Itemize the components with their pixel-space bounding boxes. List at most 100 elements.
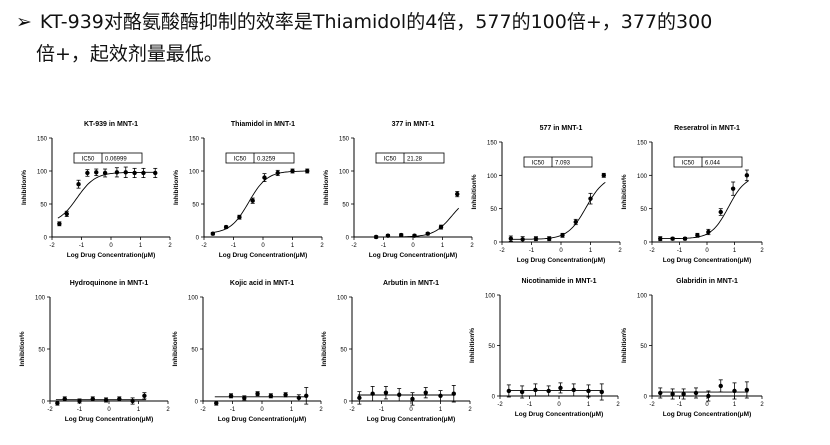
data-point xyxy=(62,396,67,402)
y-tick-label: 100 xyxy=(487,174,498,180)
data-point xyxy=(370,391,375,396)
data-point xyxy=(533,387,538,393)
x-axis-label: Log Drug Concentration(μM) xyxy=(663,257,751,264)
data-point xyxy=(547,236,552,241)
x-tick-label: -1 xyxy=(381,243,387,249)
data-point xyxy=(397,392,402,397)
y-tick-label: 50 xyxy=(490,207,497,213)
data-point xyxy=(506,388,512,394)
y-axis-label: Inhibition% xyxy=(471,174,478,209)
data-point xyxy=(85,170,90,176)
x-tick-label: 1 xyxy=(137,407,141,413)
data-point xyxy=(438,224,444,230)
x-tick-label: -2 xyxy=(649,248,655,254)
x-axis-label: Log Drug Concentration(μM) xyxy=(218,416,306,423)
data-point xyxy=(77,398,82,404)
chart-panel: Thiamidol in MNT-1 0 50 100 150 -2 -1 0 1 2 Log Dr… xyxy=(173,121,324,259)
data-point xyxy=(695,233,700,238)
y-tick-label: 100 xyxy=(35,296,46,302)
fit-curve xyxy=(509,182,606,240)
x-tick-label: -2 xyxy=(349,407,355,413)
y-tick-label: 0 xyxy=(644,395,648,401)
chart-title: Hydroquinone in MNT-1 xyxy=(70,280,149,287)
ic50-box xyxy=(673,156,743,168)
x-tick-label: -1 xyxy=(527,402,533,408)
chart-panel: Hydroquinone in MNT-1 0 50 100 -2 -1 0 1 2 Log Dr… xyxy=(19,280,170,423)
ic50-label: IC50 xyxy=(384,157,397,163)
x-tick-label: 0 xyxy=(109,243,113,249)
x-tick-label: -2 xyxy=(200,407,206,413)
headline-line-2: 倍+，起效剂量最低。 xyxy=(36,43,223,65)
data-point xyxy=(123,170,128,175)
data-point xyxy=(682,236,688,241)
x-axis-label: Log Drug Concentration(μM) xyxy=(67,252,155,259)
data-point xyxy=(304,393,309,398)
data-point xyxy=(423,390,428,395)
data-point xyxy=(357,395,362,401)
headline: ➢ KT-939对酪氨酸酶抑制的效率是Thiamidol的4倍，577的100倍+… xyxy=(16,6,816,70)
data-point xyxy=(706,229,711,235)
y-axis-label: Inhibition% xyxy=(469,328,476,363)
x-tick-label: 1 xyxy=(733,248,737,254)
data-point xyxy=(296,395,302,401)
x-tick-label: 1 xyxy=(733,402,737,408)
x-tick-label: 0 xyxy=(260,407,264,413)
data-point xyxy=(94,170,99,175)
y-tick-label: 50 xyxy=(40,203,47,209)
chart-panel: Nicotinamide in MNT-1 0 50 100 -2 -1 0 1 2 Log Dr… xyxy=(469,278,620,418)
data-point xyxy=(132,170,137,176)
x-tick-label: 1 xyxy=(139,243,143,249)
data-point xyxy=(383,390,389,395)
ic50-value: 6.044 xyxy=(705,161,721,167)
data-point xyxy=(718,383,723,389)
x-tick-label: 2 xyxy=(616,402,620,408)
x-tick-label: 0 xyxy=(705,402,709,408)
data-point xyxy=(237,215,242,220)
y-axis-label: Inhibition% xyxy=(21,170,28,205)
data-point xyxy=(558,385,563,391)
data-point xyxy=(586,388,591,394)
data-point xyxy=(546,388,551,394)
data-point xyxy=(114,170,120,175)
data-point xyxy=(681,391,686,397)
data-point xyxy=(732,388,737,394)
y-axis-label: Inhibition% xyxy=(621,174,628,209)
x-tick-label: -2 xyxy=(499,248,505,254)
ic50-box xyxy=(73,152,143,164)
y-tick-label: 50 xyxy=(640,344,647,350)
x-tick-label: 0 xyxy=(705,248,709,254)
y-tick-label: 50 xyxy=(191,348,198,354)
chart-title: Kojic acid in MNT-1 xyxy=(230,280,294,287)
data-point xyxy=(228,393,234,398)
fit-curve xyxy=(374,207,460,238)
x-tick-label: -2 xyxy=(49,243,55,249)
ic50-value: 0.3259 xyxy=(257,157,276,163)
y-tick-label: 100 xyxy=(189,170,200,176)
data-point xyxy=(210,231,216,236)
x-tick-label: 2 xyxy=(760,248,764,254)
data-point xyxy=(385,233,391,238)
y-tick-label: 100 xyxy=(37,170,48,176)
x-tick-label: -2 xyxy=(47,407,53,413)
data-point xyxy=(283,392,288,397)
x-axis-label: Log Drug Concentration(μM) xyxy=(517,257,605,264)
data-point xyxy=(560,233,565,238)
ic50-value: 0.06999 xyxy=(105,157,127,163)
data-point xyxy=(412,233,417,238)
y-tick-label: 0 xyxy=(346,236,350,242)
data-point xyxy=(571,387,576,393)
chart-panel: Reseratrol in MNT-1 0 50 100 150 -2 -1 0 1 2 Log D… xyxy=(621,125,764,264)
chart-title: Reseratrol in MNT-1 xyxy=(674,125,740,132)
data-point xyxy=(223,224,229,230)
x-tick-label: -1 xyxy=(677,248,683,254)
chart-title: Arbutin in MNT-1 xyxy=(383,280,439,287)
x-tick-label: 1 xyxy=(589,248,593,254)
x-tick-label: 2 xyxy=(468,407,472,413)
x-tick-label: 2 xyxy=(168,243,172,249)
data-point xyxy=(601,173,606,178)
x-axis-label: Log Drug Concentration(μM) xyxy=(515,411,603,418)
ic50-value: 21.28 xyxy=(407,157,423,163)
data-point xyxy=(130,398,135,404)
x-tick-label: 2 xyxy=(760,402,764,408)
y-tick-label: 100 xyxy=(188,296,199,302)
